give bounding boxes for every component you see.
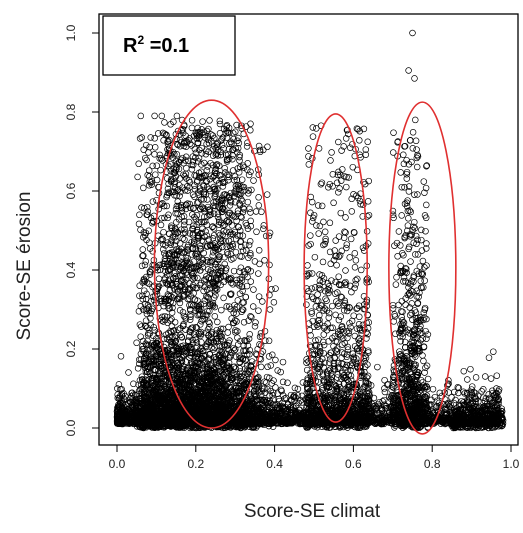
data-point (294, 385, 302, 393)
data-point (260, 222, 268, 229)
data-point (257, 363, 265, 371)
data-point (263, 191, 271, 198)
data-point (292, 402, 300, 410)
data-point (147, 134, 154, 141)
data-point (255, 270, 262, 277)
data-point (444, 381, 452, 388)
data-point (481, 373, 489, 380)
data-point (115, 381, 123, 388)
data-point (381, 376, 388, 384)
data-point (297, 397, 304, 404)
data-point (388, 383, 396, 390)
data-point (272, 384, 279, 391)
data-point (242, 293, 250, 301)
data-point (455, 384, 463, 392)
data-point (158, 112, 166, 120)
data-point (135, 220, 143, 228)
data-point (374, 363, 381, 371)
data-point (160, 228, 167, 236)
data-point (384, 380, 392, 388)
data-point (136, 282, 143, 289)
data-point (218, 306, 225, 314)
data-point (284, 411, 291, 418)
data-point (272, 285, 279, 292)
data-point (125, 369, 132, 376)
data-point (203, 221, 211, 229)
data-point (269, 392, 276, 399)
data-point (255, 194, 262, 201)
data-point (255, 307, 262, 314)
data-point (130, 380, 137, 388)
data-point (266, 261, 273, 269)
data-point (142, 141, 150, 149)
data-point (487, 375, 495, 382)
data-point (461, 390, 469, 397)
data-point (114, 391, 121, 398)
data-point (146, 143, 153, 151)
data-point (284, 379, 291, 387)
data-point (278, 387, 285, 395)
data-point (291, 384, 299, 392)
data-point (136, 321, 144, 328)
data-point (480, 386, 487, 393)
data-point (135, 160, 142, 168)
data-point (272, 356, 279, 364)
data-point (173, 112, 181, 120)
data-point (232, 128, 239, 136)
data-point (133, 339, 140, 347)
data-point (139, 246, 147, 253)
data-point (264, 385, 271, 393)
data-point (264, 363, 271, 371)
data-point (266, 306, 274, 313)
data-point (255, 293, 263, 300)
data-point (225, 323, 232, 331)
data-point (256, 260, 263, 268)
data-point (151, 151, 158, 158)
data-point (140, 184, 147, 192)
data-point (255, 202, 263, 209)
data-point (381, 385, 388, 392)
data-point (252, 319, 259, 326)
data-point (249, 303, 257, 310)
data-point (331, 392, 339, 399)
data-point (118, 397, 125, 404)
data-point (258, 208, 265, 216)
data-point (214, 318, 221, 326)
data-point (267, 362, 275, 369)
data-point (169, 154, 177, 161)
data-point (429, 385, 437, 393)
data-point (141, 154, 149, 162)
data-point (117, 353, 125, 360)
data-point (253, 228, 260, 236)
scatter-points (113, 29, 507, 432)
data-point (279, 378, 287, 386)
data-point (381, 388, 389, 396)
data-point (255, 247, 263, 254)
data-point (436, 389, 444, 397)
data-point (464, 376, 471, 383)
data-point (143, 156, 150, 164)
data-point (209, 223, 216, 230)
data-point (472, 374, 480, 381)
data-point (136, 135, 144, 142)
data-point (220, 294, 227, 302)
